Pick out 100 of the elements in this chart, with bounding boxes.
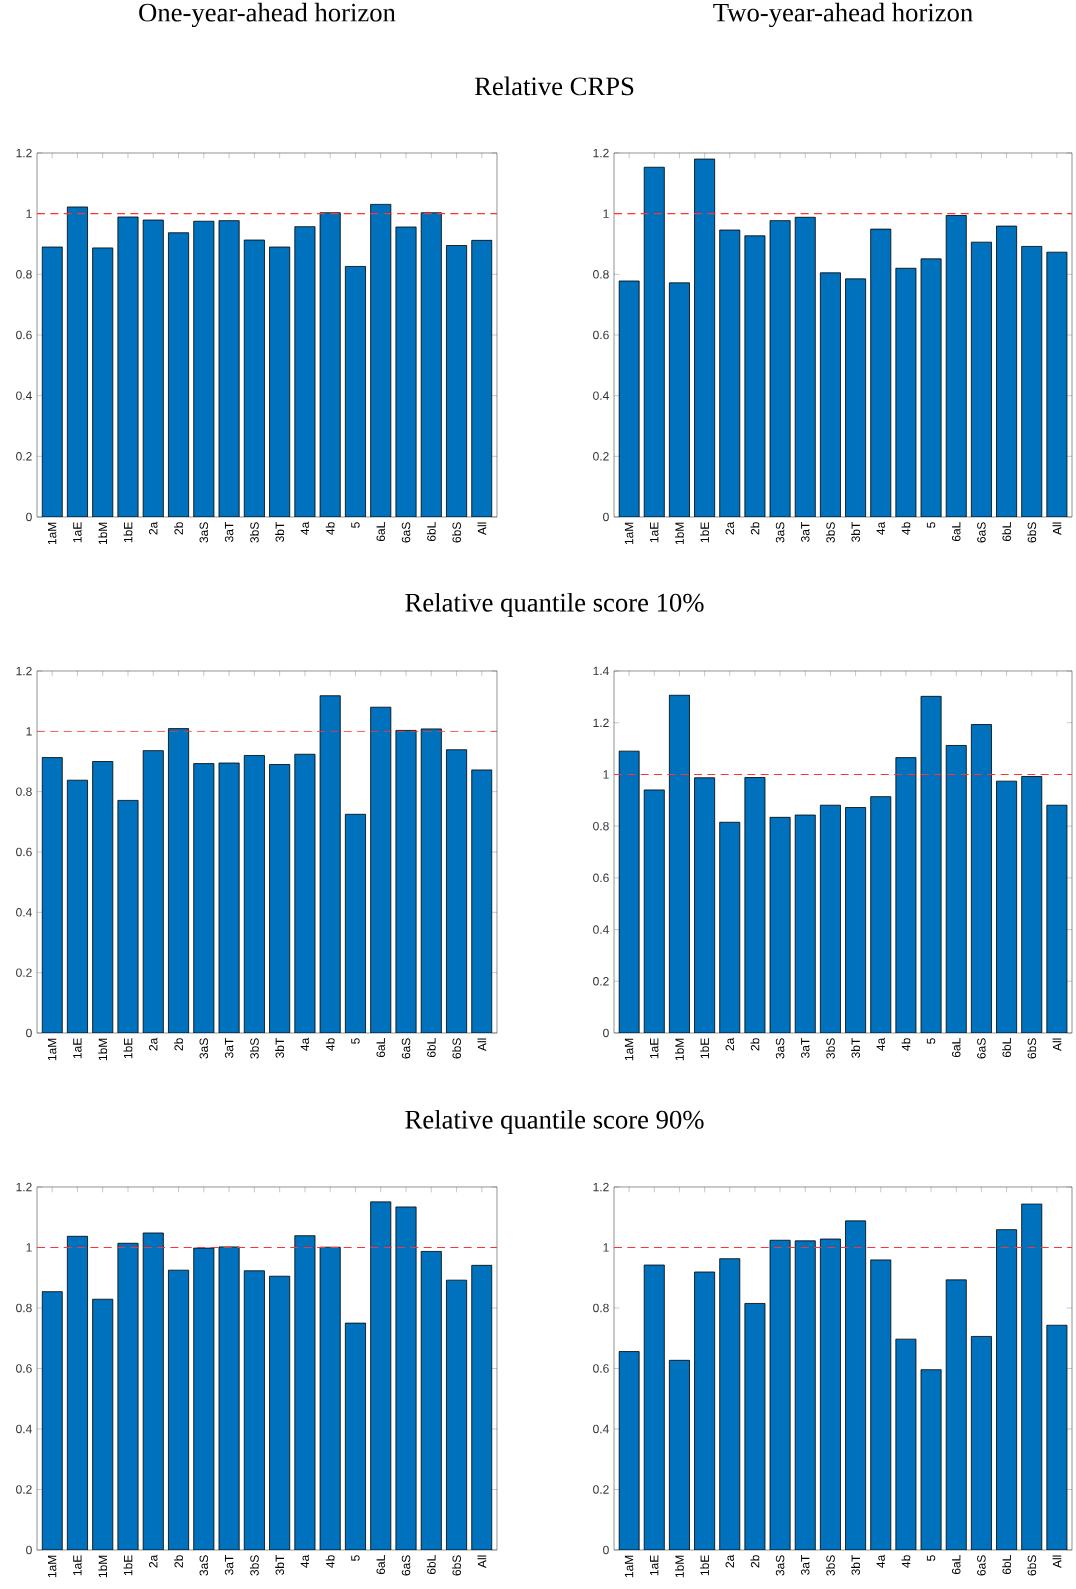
x-tick-label: All bbox=[1052, 1555, 1062, 1569]
bar bbox=[719, 229, 741, 517]
bar bbox=[970, 241, 992, 517]
bar bbox=[694, 777, 716, 1033]
bar bbox=[618, 280, 640, 517]
x-tick-label: 1aE bbox=[650, 522, 659, 543]
bar bbox=[421, 1251, 442, 1550]
bar bbox=[719, 821, 741, 1033]
x-tick-label: 6aL bbox=[951, 1555, 961, 1575]
x-tick-label: 3bT bbox=[851, 521, 860, 542]
x-tick-label: 6aS bbox=[401, 1555, 411, 1576]
y-tick-label: 0.8 bbox=[593, 1303, 609, 1313]
x-tick-label: 4a bbox=[876, 521, 885, 535]
x-tick-label: 1bM bbox=[98, 1038, 108, 1061]
bar bbox=[142, 219, 164, 517]
x-tick-label: 3bT bbox=[851, 1037, 860, 1058]
bar bbox=[320, 1247, 341, 1550]
x-tick-label: 3bS bbox=[249, 1038, 259, 1059]
y-tick-label: 0 bbox=[603, 512, 609, 522]
x-tick-label: 3bS bbox=[826, 522, 835, 543]
y-tick-label: 0.8 bbox=[593, 821, 609, 831]
bar bbox=[1046, 251, 1068, 517]
x-tick-label: 4b bbox=[901, 1555, 911, 1568]
bar bbox=[744, 777, 766, 1033]
x-tick-label: 1bM bbox=[675, 1038, 684, 1061]
bar bbox=[970, 1336, 992, 1550]
bar bbox=[769, 220, 791, 517]
bar bbox=[168, 728, 190, 1033]
bar bbox=[294, 226, 316, 517]
bar bbox=[668, 1359, 690, 1550]
bar bbox=[870, 1259, 892, 1550]
bar bbox=[845, 807, 867, 1033]
bar bbox=[446, 245, 468, 517]
bar bbox=[117, 800, 139, 1033]
bar bbox=[370, 706, 392, 1033]
x-tick-label: 2b bbox=[174, 522, 183, 535]
bar bbox=[794, 1240, 816, 1550]
y-tick-label: 0.4 bbox=[16, 1424, 32, 1434]
bar bbox=[67, 1236, 88, 1550]
bar bbox=[769, 1239, 791, 1550]
x-tick-label: All bbox=[1052, 1038, 1062, 1052]
bar bbox=[996, 780, 1018, 1033]
bar bbox=[895, 267, 917, 517]
bar bbox=[1046, 804, 1068, 1033]
bar bbox=[344, 813, 366, 1033]
bar bbox=[1046, 1324, 1068, 1550]
x-tick-label: 4b bbox=[901, 1038, 911, 1051]
x-tick-label: 3bS bbox=[249, 1555, 259, 1576]
x-tick-label: 6bS bbox=[452, 1038, 461, 1059]
x-tick-label: 2a bbox=[725, 521, 735, 535]
bar bbox=[218, 1246, 240, 1550]
x-tick-label: 6aS bbox=[977, 522, 986, 543]
bar bbox=[819, 1238, 841, 1550]
y-tick-label: 0.6 bbox=[593, 330, 609, 340]
bar bbox=[471, 1264, 493, 1550]
bar bbox=[143, 1232, 164, 1550]
y-tick-label: 0.8 bbox=[593, 270, 609, 279]
y-tick-label: 1.2 bbox=[16, 148, 32, 158]
x-tick-label: 3bT bbox=[275, 1037, 285, 1058]
bar bbox=[945, 1279, 967, 1550]
x-tick-label: 1aE bbox=[73, 1038, 82, 1059]
x-tick-label: 2a bbox=[725, 1554, 735, 1568]
x-tick-label: 1bE bbox=[123, 1038, 133, 1059]
bar bbox=[845, 1220, 867, 1550]
x-tick-label: 3aS bbox=[775, 1555, 785, 1576]
x-tick-label: 4a bbox=[300, 1554, 310, 1568]
chart-title: One-year-ahead horizon bbox=[139, 2, 396, 28]
y-tick-label: 0.4 bbox=[593, 391, 609, 400]
y-tick-label: 1.2 bbox=[593, 148, 609, 158]
x-tick-label: 1bM bbox=[98, 1555, 108, 1578]
bar bbox=[420, 728, 442, 1033]
text: Relative quantile score 10% bbox=[405, 592, 704, 618]
x-tick-label: 4b bbox=[325, 1038, 335, 1051]
x-tick-label: 3aS bbox=[199, 1555, 209, 1576]
bar bbox=[345, 1323, 366, 1550]
bar bbox=[193, 763, 215, 1033]
x-tick-label: 1aM bbox=[624, 1555, 634, 1578]
y-tick-label: 1.2 bbox=[593, 718, 609, 727]
y-tick-label: 0.4 bbox=[593, 1424, 609, 1434]
bar bbox=[41, 757, 63, 1033]
bar bbox=[66, 206, 88, 517]
x-tick-label: 1aM bbox=[47, 1038, 57, 1061]
bar bbox=[694, 158, 716, 517]
bar bbox=[92, 247, 114, 517]
y-tick-label: 0.8 bbox=[16, 1303, 32, 1313]
y-tick-label: 0.6 bbox=[593, 1364, 609, 1373]
bar bbox=[794, 814, 816, 1033]
y-tick-label: 0 bbox=[26, 512, 32, 522]
x-tick-label: 2a bbox=[149, 1554, 158, 1568]
bar bbox=[319, 212, 341, 517]
x-tick-label: 1aE bbox=[73, 522, 82, 543]
bar bbox=[618, 1351, 640, 1550]
y-tick-label: 0.4 bbox=[593, 925, 609, 934]
bar bbox=[41, 246, 63, 517]
y-tick-label: 0.2 bbox=[593, 1485, 609, 1494]
x-tick-label: All bbox=[1052, 522, 1062, 536]
bar bbox=[471, 769, 493, 1033]
x-tick-label: 1bM bbox=[675, 522, 684, 545]
y-tick-label: 0.2 bbox=[593, 977, 609, 986]
bar bbox=[370, 1201, 391, 1550]
